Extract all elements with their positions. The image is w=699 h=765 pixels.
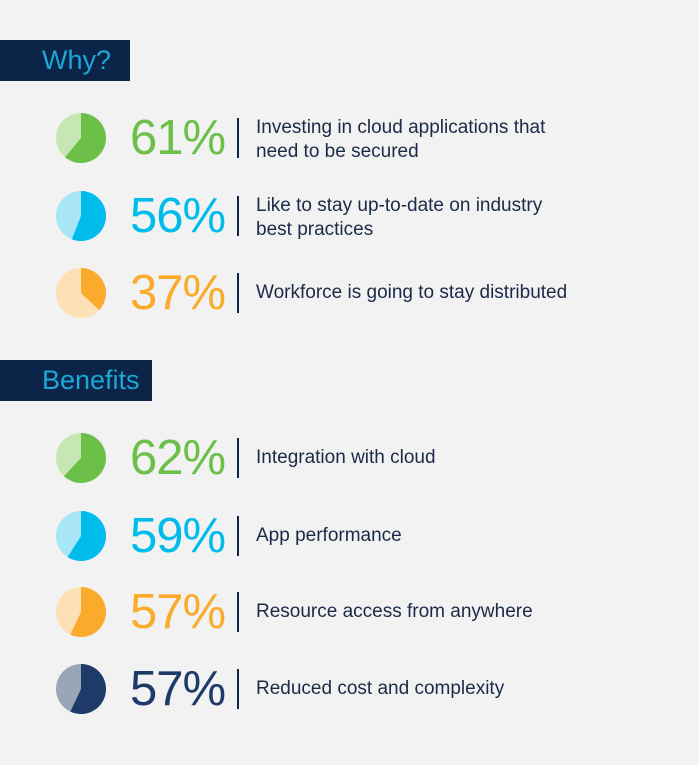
stat-row: 57% Resource access from anywhere <box>0 582 699 642</box>
pie-chart <box>56 268 106 318</box>
stat-description: App performance <box>256 525 402 546</box>
pie-chart <box>56 511 107 561</box>
divider <box>237 438 239 478</box>
stat-row: 59% App performance <box>0 506 699 566</box>
percent-value: 61% <box>130 111 226 165</box>
percent-value: 37% <box>130 266 226 320</box>
pie-slice-value <box>70 587 106 637</box>
pie-chart <box>56 113 106 163</box>
pie-slice-value <box>67 511 107 561</box>
stat-description: Integration with cloud <box>256 447 436 468</box>
percent-value: 62% <box>130 431 226 485</box>
divider <box>237 516 239 556</box>
stat-description: Workforce is going to stay distributed <box>256 282 568 303</box>
divider <box>237 669 239 709</box>
pie-slice-value <box>81 268 106 311</box>
stat-description: Like to stay up-to-date on industry best … <box>256 195 543 240</box>
divider <box>237 592 239 632</box>
stat-row: 57% Reduced cost and complexity <box>0 659 699 719</box>
stat-description: Reduced cost and complexity <box>256 678 505 699</box>
percent-value: 59% <box>130 509 226 563</box>
stat-description: Resource access from anywhere <box>256 601 533 622</box>
divider <box>237 118 239 158</box>
percent-value: 56% <box>130 189 226 243</box>
pie-slice-value <box>65 113 106 163</box>
divider <box>237 196 239 236</box>
pie-chart <box>56 433 106 483</box>
pie-slice-value <box>71 191 106 241</box>
stat-description: Investing in cloud applications that need… <box>256 117 546 162</box>
pie-chart <box>56 587 106 637</box>
stat-row: 61% Investing in cloud applications that n… <box>0 108 699 168</box>
stat-row: 62% Integration with cloud <box>0 428 699 488</box>
pie-slice-value <box>70 664 106 714</box>
section-header-why: Why? <box>0 40 130 81</box>
pie-slice-value <box>63 433 106 483</box>
percent-value: 57% <box>130 585 226 639</box>
stat-row: 56% Like to stay up-to-date on industry be… <box>0 186 699 246</box>
section-header-benefits: Benefits <box>0 360 152 401</box>
divider <box>237 273 239 313</box>
percent-value: 57% <box>130 662 226 716</box>
pie-chart <box>56 191 106 241</box>
pie-chart <box>56 664 106 714</box>
stat-row: 37% Workforce is going to stay distribute… <box>0 263 699 323</box>
